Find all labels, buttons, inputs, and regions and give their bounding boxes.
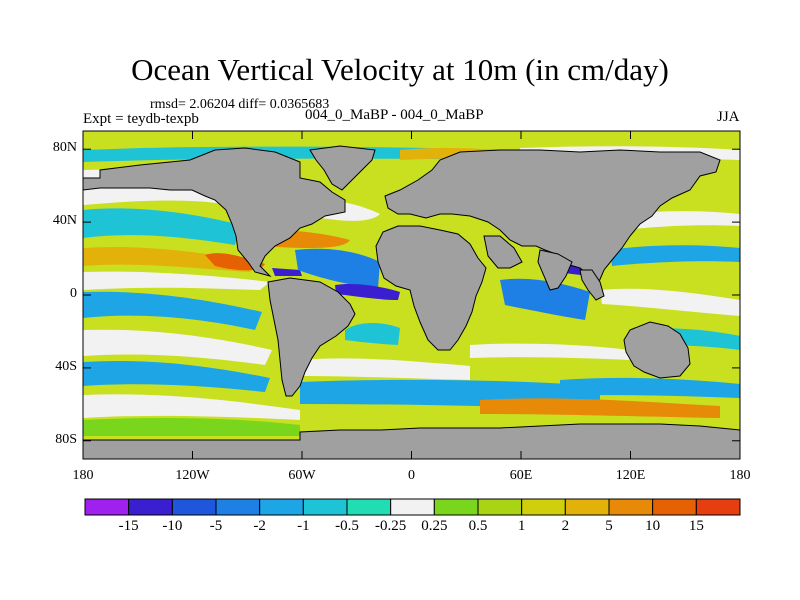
experiment-label: Expt = teydb-texpb: [83, 111, 199, 127]
lon-label: 180: [729, 468, 751, 483]
colorbar-label: 0.25: [421, 518, 448, 534]
colorbar-swatch: [390, 498, 435, 516]
colorbar-swatch: [128, 498, 173, 516]
colorbar-swatch: [477, 498, 523, 516]
colorbar-label: 0.5: [468, 518, 488, 534]
case-label: 004_0_MaBP - 004_0_MaBP: [305, 107, 484, 123]
colorbar-label: -1: [297, 518, 310, 534]
lon-label: 60E: [509, 468, 533, 483]
lat-label: 40S: [55, 358, 77, 374]
land: [83, 145, 740, 459]
lat-label: 80N: [52, 140, 77, 156]
colorbar-swatch: [564, 498, 610, 516]
colorbar-swatch: [652, 498, 697, 516]
rmsd-diff-stats: rmsd= 2.06204 diff= 0.0365683: [150, 97, 330, 112]
colorbar-swatch: [695, 498, 741, 516]
axis-ticks: [82, 131, 741, 459]
india: [537, 249, 573, 291]
colorbar-swatch: [215, 498, 261, 516]
colorbar-label: -5: [209, 518, 223, 534]
north-america: [83, 147, 346, 277]
arabia: [483, 235, 523, 269]
colorbar-label: -0.25: [375, 518, 407, 534]
lat-label: 0: [70, 286, 77, 301]
colorbar-label: -15: [118, 518, 139, 534]
southeast-asia: [579, 269, 605, 301]
colorbar-label: 2: [561, 518, 570, 534]
africa: [375, 225, 487, 351]
colorbar-swatch: [302, 498, 348, 516]
south-america: [267, 277, 356, 397]
colorbar-swatch: [84, 498, 130, 516]
lat-label: 40N: [52, 213, 77, 229]
colorbar-label: 10: [645, 518, 661, 534]
eurasia: [384, 149, 721, 285]
lat-label: 80S: [55, 431, 77, 447]
colorbar-label: 5: [605, 518, 613, 534]
colorbar-swatch: [433, 498, 479, 516]
colorbar-swatch: [259, 498, 304, 516]
colorbar-label: -10: [162, 518, 183, 534]
colorbar-label: -2: [253, 518, 266, 534]
map-panel: [83, 131, 740, 459]
greenland: [309, 145, 376, 191]
antarctica: [83, 423, 740, 459]
colorbar-swatch: [521, 498, 566, 516]
lon-label: 60W: [288, 468, 316, 483]
season-label: JJA: [717, 109, 740, 125]
colorbar-label: 15: [688, 518, 704, 534]
lon-label: 120W: [175, 468, 210, 483]
colorbar-swatch: [346, 498, 392, 516]
lon-label: 0: [408, 468, 415, 483]
colorbar: [84, 498, 741, 516]
colorbar-swatch: [171, 498, 217, 516]
map-title: Ocean Vertical Velocity at 10m (in cm/da…: [131, 52, 669, 87]
lon-label: 120E: [615, 468, 646, 483]
colorbar-swatch: [608, 498, 654, 516]
australia: [623, 321, 691, 379]
colorbar-label: 1: [517, 518, 526, 534]
colorbar-label: -0.5: [335, 518, 359, 534]
lon-label: 180: [72, 468, 94, 483]
